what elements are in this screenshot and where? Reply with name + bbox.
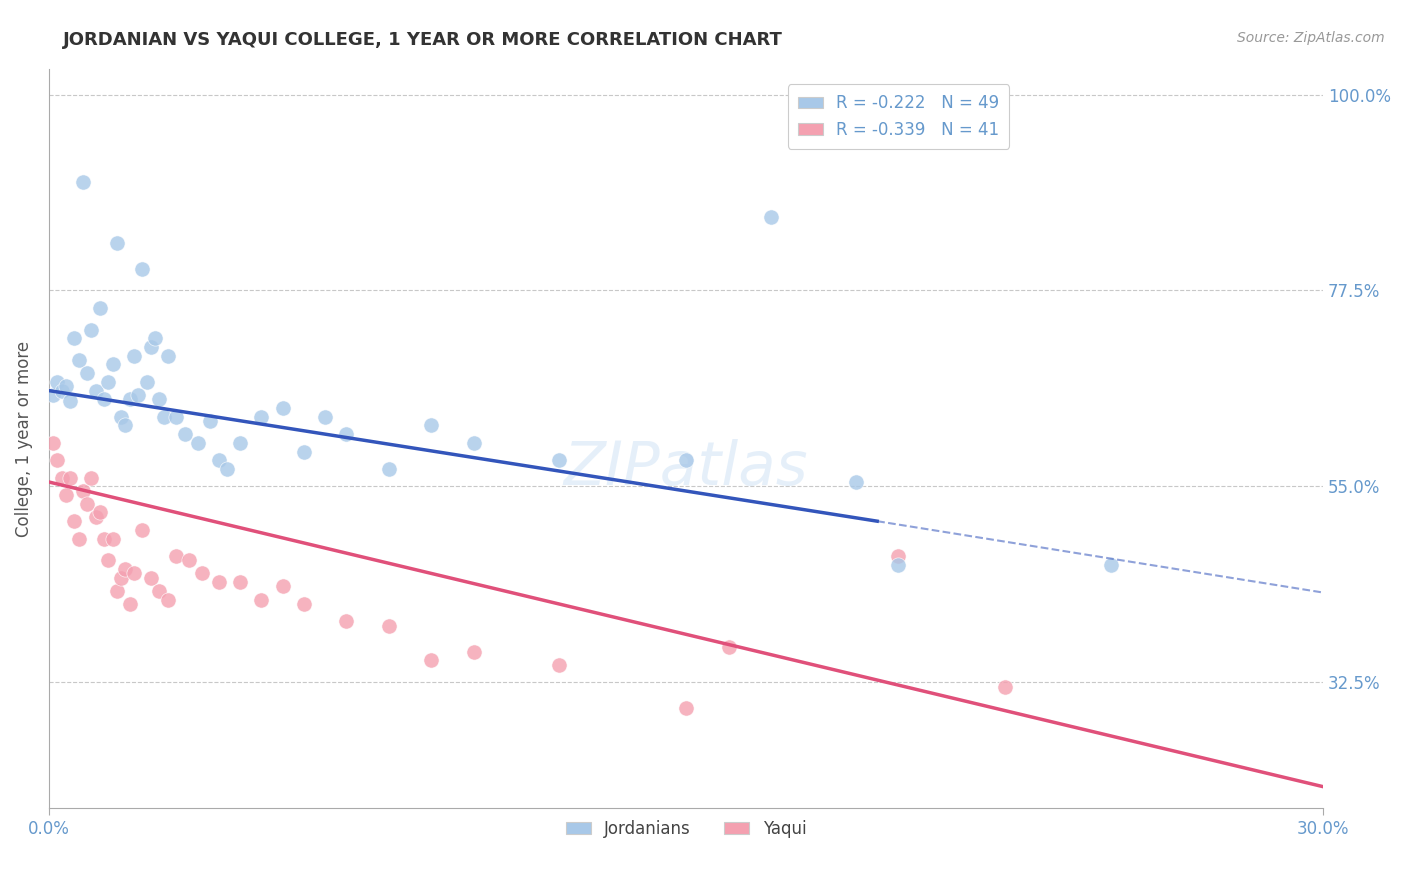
Point xyxy=(759,210,782,224)
Point xyxy=(292,597,315,611)
Point xyxy=(135,375,157,389)
Point xyxy=(217,462,239,476)
Point xyxy=(67,353,90,368)
Point xyxy=(463,435,485,450)
Point xyxy=(122,566,145,581)
Point xyxy=(80,323,103,337)
Point xyxy=(156,349,179,363)
Point xyxy=(67,532,90,546)
Text: ZIPatlas: ZIPatlas xyxy=(564,439,808,498)
Point xyxy=(72,175,94,189)
Point xyxy=(97,553,120,567)
Point xyxy=(271,579,294,593)
Point xyxy=(547,453,569,467)
Text: JORDANIAN VS YAQUI COLLEGE, 1 YEAR OR MORE CORRELATION CHART: JORDANIAN VS YAQUI COLLEGE, 1 YEAR OR MO… xyxy=(63,31,783,49)
Point xyxy=(46,453,69,467)
Point xyxy=(42,435,65,450)
Point xyxy=(887,549,910,563)
Point xyxy=(1099,558,1122,572)
Point xyxy=(105,583,128,598)
Point xyxy=(110,409,132,424)
Point xyxy=(131,261,153,276)
Point xyxy=(76,366,98,380)
Point xyxy=(55,379,77,393)
Point xyxy=(84,384,107,398)
Point xyxy=(208,575,231,590)
Point xyxy=(51,470,73,484)
Point xyxy=(42,388,65,402)
Point xyxy=(101,358,124,372)
Point xyxy=(148,583,170,598)
Point xyxy=(271,401,294,415)
Point xyxy=(187,435,209,450)
Point xyxy=(72,483,94,498)
Point xyxy=(97,375,120,389)
Point xyxy=(845,475,868,489)
Point xyxy=(994,680,1017,694)
Point xyxy=(547,657,569,672)
Point xyxy=(131,523,153,537)
Point xyxy=(377,618,399,632)
Point xyxy=(93,532,115,546)
Point xyxy=(420,418,443,433)
Point xyxy=(200,414,222,428)
Point xyxy=(118,392,141,407)
Point xyxy=(165,409,187,424)
Point xyxy=(156,592,179,607)
Point xyxy=(191,566,214,581)
Point xyxy=(89,301,111,315)
Point xyxy=(887,558,910,572)
Point xyxy=(114,418,136,433)
Point xyxy=(179,553,201,567)
Point xyxy=(105,235,128,250)
Point xyxy=(46,375,69,389)
Point xyxy=(152,409,174,424)
Legend: Jordanians, Yaqui: Jordanians, Yaqui xyxy=(560,814,813,845)
Point xyxy=(110,571,132,585)
Point xyxy=(675,701,697,715)
Point xyxy=(250,409,273,424)
Y-axis label: College, 1 year or more: College, 1 year or more xyxy=(15,341,32,537)
Point xyxy=(675,453,697,467)
Point xyxy=(59,394,82,409)
Point xyxy=(118,597,141,611)
Point xyxy=(717,640,740,655)
Point xyxy=(250,592,273,607)
Point xyxy=(51,384,73,398)
Point xyxy=(335,427,357,442)
Point xyxy=(63,331,86,345)
Point xyxy=(76,497,98,511)
Point xyxy=(101,532,124,546)
Point xyxy=(314,409,336,424)
Point xyxy=(55,488,77,502)
Point xyxy=(127,388,149,402)
Point xyxy=(114,562,136,576)
Point xyxy=(335,615,357,629)
Point xyxy=(463,645,485,659)
Point xyxy=(148,392,170,407)
Point xyxy=(208,453,231,467)
Point xyxy=(93,392,115,407)
Point xyxy=(165,549,187,563)
Point xyxy=(139,571,162,585)
Point xyxy=(59,470,82,484)
Point xyxy=(84,509,107,524)
Point xyxy=(229,435,252,450)
Point xyxy=(377,462,399,476)
Text: Source: ZipAtlas.com: Source: ZipAtlas.com xyxy=(1237,31,1385,45)
Point xyxy=(229,575,252,590)
Point xyxy=(173,427,195,442)
Point xyxy=(420,653,443,667)
Point xyxy=(122,349,145,363)
Point xyxy=(292,444,315,458)
Point xyxy=(80,470,103,484)
Point xyxy=(143,331,166,345)
Point xyxy=(139,340,162,354)
Point xyxy=(89,506,111,520)
Point xyxy=(63,514,86,528)
